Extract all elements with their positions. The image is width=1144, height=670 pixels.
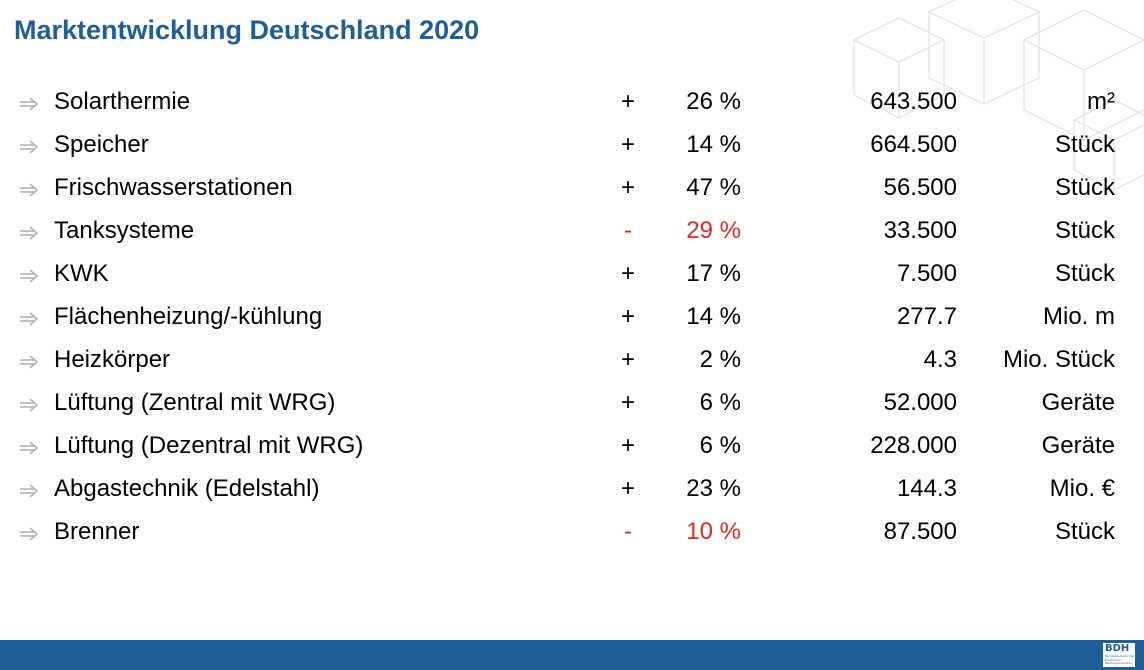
table-row: Heizkörper +2 % 4.3 Mio. Stück	[0, 340, 1144, 383]
change-percent: 14 %	[686, 303, 741, 330]
arrow-right-icon	[18, 134, 44, 162]
arrow-right-icon	[18, 177, 44, 205]
change-sign: +	[620, 432, 635, 459]
market-value: 643.500	[870, 88, 957, 115]
change-sign: +	[620, 174, 635, 201]
table-row: Brenner - 10 % 87.500 Stück	[0, 512, 1144, 555]
arrow-right-icon	[18, 220, 44, 248]
market-value: 228.000	[870, 432, 957, 459]
table-row: Abgastechnik (Edelstahl) +23 % 144.3 Mio. €	[0, 469, 1144, 512]
market-value: 144.3	[896, 475, 957, 502]
row-label: Frischwasserstationen	[54, 174, 293, 201]
change-percent: 47 %	[686, 174, 741, 201]
market-value: 56.500	[883, 174, 957, 201]
change-sign: +	[620, 475, 635, 502]
value-unit: Geräte	[1041, 389, 1115, 416]
bdh-logo: BDH Bundesverband der Deutschen Heizungs…	[1102, 642, 1136, 668]
value-unit: Mio. Stück	[1002, 346, 1115, 373]
row-label: Abgastechnik (Edelstahl)	[54, 475, 320, 502]
value-unit: Stück	[1054, 260, 1115, 287]
arrow-right-icon	[18, 521, 44, 549]
value-unit: Mio. €	[1049, 475, 1115, 502]
arrow-right-icon	[18, 263, 44, 291]
change-percent: 17 %	[686, 260, 741, 287]
value-unit: Stück	[1054, 131, 1115, 158]
background-cube-decoration	[852, 0, 1144, 191]
row-label: Heizkörper	[54, 346, 171, 373]
change-sign: +	[620, 88, 635, 115]
table-row: Speicher +14 % 664.500 Stück	[0, 125, 1144, 168]
value-unit: Stück	[1054, 217, 1115, 244]
row-label: KWK	[54, 260, 109, 287]
arrow-right-icon	[18, 306, 44, 334]
change-sign: +	[620, 389, 635, 416]
table-row: Tanksysteme - 29 % 33.500 Stück	[0, 211, 1144, 254]
arrow-right-icon	[18, 91, 44, 119]
change-percent: 14 %	[686, 131, 741, 158]
change-sign: +	[620, 260, 635, 287]
market-table: Solarthermie +26 % 643.500 m² Speicher +14 % 6…	[0, 82, 1144, 555]
value-unit: Stück	[1054, 518, 1115, 545]
change-sign: +	[620, 346, 635, 373]
market-value: 33.500	[883, 217, 957, 244]
arrow-right-icon	[18, 435, 44, 463]
change-sign: +	[620, 131, 635, 158]
row-label: Brenner	[54, 518, 140, 545]
table-row: Lüftung (Dezentral mit WRG) +6 % 228.000 Ge…	[0, 426, 1144, 469]
table-row: Flächenheizung/-kühlung +14 % 277.7 Mio. m	[0, 297, 1144, 340]
change-percent: 10 %	[686, 518, 741, 545]
table-row: KWK +17 % 7.500 Stück	[0, 254, 1144, 297]
value-unit: Mio. m	[1043, 303, 1115, 330]
footer-bar: BDH Bundesverband der Deutschen Heizungs…	[0, 640, 1144, 670]
market-value: 7.500	[896, 260, 957, 287]
market-value: 664.500	[870, 131, 957, 158]
market-value: 277.7	[896, 303, 957, 330]
change-percent: 29 %	[686, 217, 741, 244]
value-unit: m²	[1087, 88, 1115, 115]
table-row: Solarthermie +26 % 643.500 m²	[0, 82, 1144, 125]
row-label: Speicher	[54, 131, 149, 158]
market-value: 52.000	[883, 389, 957, 416]
value-unit: Geräte	[1041, 432, 1115, 459]
row-label: Solarthermie	[54, 88, 191, 115]
change-percent: 6 %	[699, 432, 741, 459]
arrow-right-icon	[18, 349, 44, 377]
change-sign: +	[620, 303, 635, 330]
arrow-right-icon	[18, 392, 44, 420]
arrow-right-icon	[18, 478, 44, 506]
change-percent: 23 %	[686, 475, 741, 502]
page-title: Marktentwicklung Deutschland 2020	[14, 15, 480, 45]
change-percent: 26 %	[686, 88, 741, 115]
value-unit: Stück	[1054, 174, 1115, 201]
change-percent: 6 %	[699, 389, 741, 416]
table-row: Lüftung (Zentral mit WRG) +6 % 52.000 Gerät…	[0, 383, 1144, 426]
table-row: Frischwasserstationen +47 % 56.500 Stück	[0, 168, 1144, 211]
change-sign: -	[624, 217, 632, 244]
row-label: Lüftung (Dezentral mit WRG)	[54, 432, 364, 459]
logo-text: BDH	[1105, 643, 1130, 654]
row-label: Lüftung (Zentral mit WRG)	[54, 389, 336, 416]
market-value: 87.500	[883, 518, 957, 545]
change-sign: -	[624, 518, 632, 545]
row-label: Tanksysteme	[54, 217, 195, 244]
logo-subtext: Bundesverband der Deutschen Heizungsindu…	[1105, 654, 1135, 665]
change-percent: 2 %	[699, 346, 741, 373]
market-value: 4.3	[923, 346, 957, 373]
row-label: Flächenheizung/-kühlung	[54, 303, 323, 330]
